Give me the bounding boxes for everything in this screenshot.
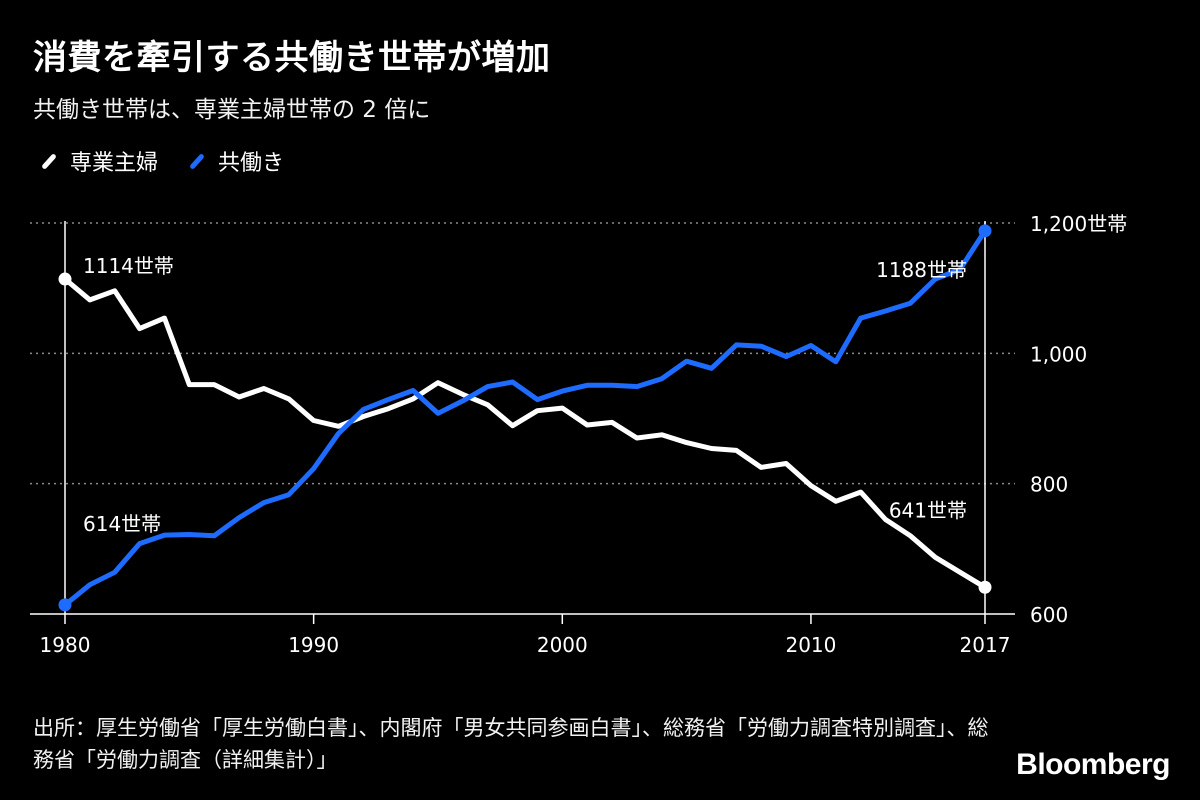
series-line-housewife	[62, 276, 988, 590]
chart-title: 消費を牽引する共働き世帯が増加	[33, 38, 551, 78]
endpoint-marker-housewife	[978, 580, 992, 594]
data-label: 1114世帯	[83, 254, 174, 278]
x-tick-label: 2010	[785, 633, 836, 657]
x-tick-label: 1990	[288, 633, 339, 657]
legend-label-dual-income: 共働き	[218, 151, 285, 176]
data-label: 614世帯	[83, 512, 161, 536]
y-tick-label: 1,200世帯	[1030, 212, 1127, 236]
y-tick-label: 1,000	[1030, 342, 1087, 366]
y-tick-label: 800	[1030, 473, 1068, 497]
endpoint-marker-dual-income	[58, 598, 72, 612]
x-tick-label: 2017	[960, 633, 1011, 657]
legend-item-housewife: 専業主婦	[40, 145, 158, 177]
y-tick-label: 600	[1030, 603, 1068, 627]
endpoint-marker-dual-income	[978, 224, 992, 238]
chart-subtitle: 共働き世帯は、専業主婦世帯の 2 倍に	[33, 97, 431, 123]
series-line-dual-income	[62, 228, 988, 608]
data-label: 1188世帯	[876, 258, 967, 282]
data-label: 641世帯	[889, 498, 967, 522]
legend-label-housewife: 専業主婦	[70, 151, 159, 176]
legend-item-dual-income: 共働き	[188, 145, 284, 177]
bloomberg-logo: Bloomberg	[1016, 748, 1170, 781]
endpoint-marker-housewife	[58, 272, 72, 286]
x-tick-label: 2000	[537, 633, 588, 657]
x-tick-label: 1980	[40, 633, 91, 657]
legend: 専業主婦 共働き	[40, 145, 314, 177]
source-note: 出所：厚生労働省「厚生労働白書」、内閣府「男女共同参画白書」、総務省「労働力調査…	[33, 716, 989, 772]
